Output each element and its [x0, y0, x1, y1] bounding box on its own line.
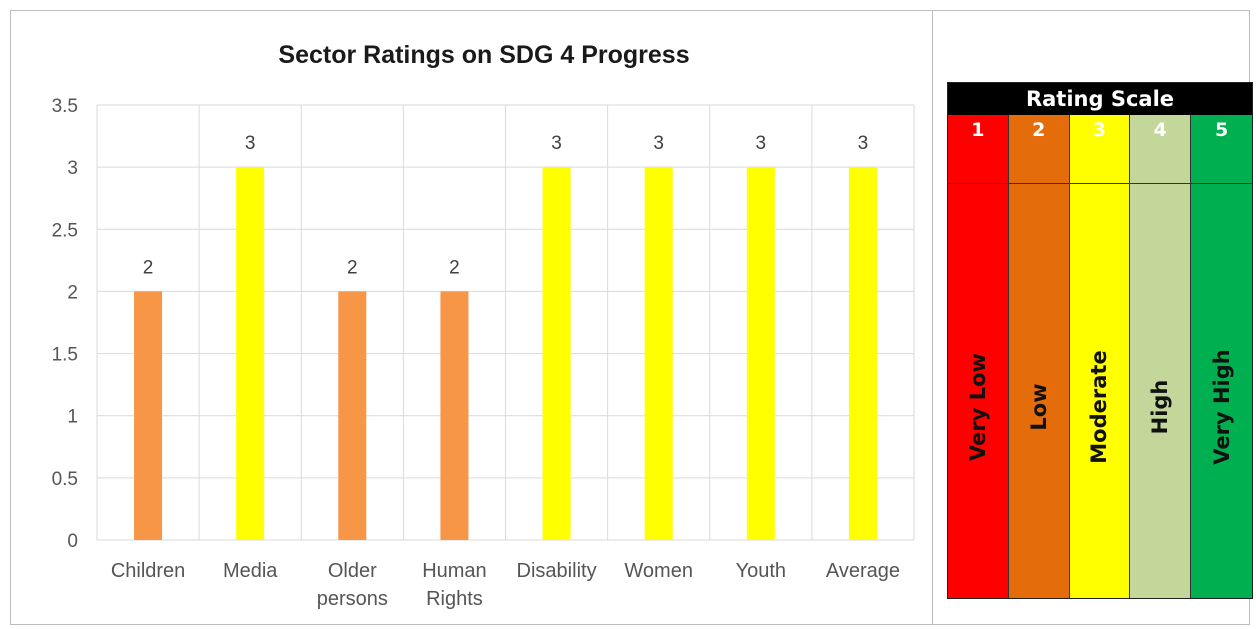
bar-chart: Sector Ratings on SDG 4 Progress 0 0.5 1 1.… [52, 41, 915, 610]
data-label: 3 [653, 133, 664, 154]
rating-level-number: 2 [1032, 119, 1046, 141]
bars [134, 167, 877, 540]
data-label: 2 [449, 257, 460, 278]
data-label: 2 [347, 257, 358, 278]
x-category-label: Women [624, 560, 693, 582]
x-category-label: Rights [426, 588, 483, 610]
y-tick-label: 1.5 [52, 345, 78, 366]
x-axis-categories: Children Media Older persons Human Rights Disa… [111, 560, 900, 610]
x-category-label: Older [328, 560, 377, 582]
rating-level-4: 4 High [1130, 115, 1192, 598]
chart-title: Sector Ratings on SDG 4 Progress [278, 41, 689, 69]
y-tick-label: 2 [67, 282, 78, 303]
rating-row-separator [1191, 183, 1252, 184]
rating-level-label: Very High [1209, 349, 1234, 465]
y-tick-label: 3 [67, 158, 78, 179]
rating-level-number: 4 [1153, 119, 1167, 141]
rating-level-number: 3 [1092, 119, 1107, 141]
rating-row-separator [948, 183, 1008, 184]
rating-scale-title: Rating Scale [948, 83, 1252, 115]
rating-level-label: Very Low [965, 353, 990, 461]
gridlines [96, 104, 915, 541]
y-tick-label: 3.5 [52, 96, 78, 117]
rating-level-label: Moderate [1087, 350, 1112, 464]
rating-level-label: High [1148, 379, 1173, 435]
x-category-label: persons [317, 588, 388, 610]
bar [134, 291, 163, 540]
rating-level-1: 1 Very Low [948, 115, 1009, 598]
bar [848, 167, 877, 540]
data-label: 3 [551, 133, 562, 154]
rating-level-number: 5 [1214, 119, 1229, 141]
x-category-label: Children [111, 560, 185, 582]
data-labels: 2 3 2 2 3 3 3 3 [143, 133, 868, 278]
bar [440, 291, 469, 540]
bar [542, 167, 571, 540]
rating-scale-table: Rating Scale 1 Very Low 2 Low 3 Moderate 4 High… [947, 82, 1253, 599]
x-category-label: Media [223, 560, 278, 582]
y-tick-label: 1 [67, 407, 78, 428]
rating-level-2: 2 Low [1008, 115, 1070, 598]
x-category-label: Youth [736, 560, 786, 582]
bar [746, 167, 775, 540]
panel-divider [932, 10, 933, 625]
y-tick-label: 0 [67, 531, 78, 552]
rating-level-5: 5 Very High [1191, 115, 1252, 598]
rating-row-separator [1008, 183, 1069, 184]
x-category-label: Average [826, 560, 900, 582]
y-tick-label: 2.5 [52, 220, 78, 241]
rating-level-3: 3 Moderate [1069, 115, 1131, 598]
bar [644, 167, 673, 540]
data-label: 3 [858, 133, 869, 154]
y-axis-ticks: 0 0.5 1 1.5 2 2.5 3 3.5 [52, 96, 78, 552]
rating-row-separator [1130, 183, 1191, 184]
y-tick-label: 0.5 [52, 469, 78, 490]
rating-row-separator [1069, 183, 1130, 184]
bar [236, 167, 265, 540]
data-label: 3 [245, 133, 256, 154]
x-category-label: Human [422, 560, 486, 582]
data-label: 2 [143, 257, 154, 278]
data-label: 3 [756, 133, 767, 154]
rating-level-label: Low [1026, 383, 1051, 431]
x-category-label: Disability [517, 560, 597, 582]
rating-level-number: 1 [971, 119, 985, 141]
bar [338, 291, 367, 540]
